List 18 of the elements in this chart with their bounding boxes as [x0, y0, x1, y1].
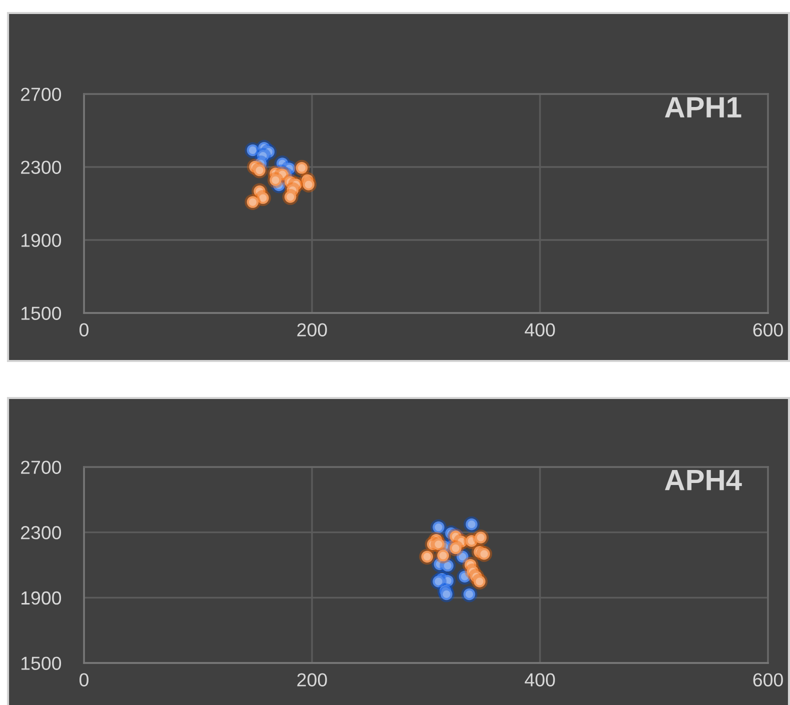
y-tick-label: 2700: [21, 88, 62, 101]
x-tick-label: 0: [80, 323, 88, 336]
chart-title: APH4: [664, 470, 742, 490]
x-tick-label: 0: [80, 673, 88, 686]
x-tick-label: 600: [753, 673, 783, 686]
chart-title: APH1: [664, 97, 742, 118]
x-tick-label: 400: [524, 673, 555, 686]
x-tick-label: 200: [297, 673, 327, 686]
x-tick-label: 600: [753, 323, 783, 336]
y-tick-label: 2300: [21, 526, 62, 540]
x-tick-label: 200: [297, 323, 327, 336]
y-tick-label: 1500: [22, 306, 62, 320]
y-tick-label: 1500: [22, 656, 62, 670]
y-tick-label: 1900: [22, 234, 62, 247]
y-tick-label: 2300: [21, 160, 62, 174]
y-tick-label: 2700: [21, 460, 62, 474]
x-tick-label: 400: [524, 323, 555, 336]
y-tick-label: 1900: [22, 591, 62, 605]
